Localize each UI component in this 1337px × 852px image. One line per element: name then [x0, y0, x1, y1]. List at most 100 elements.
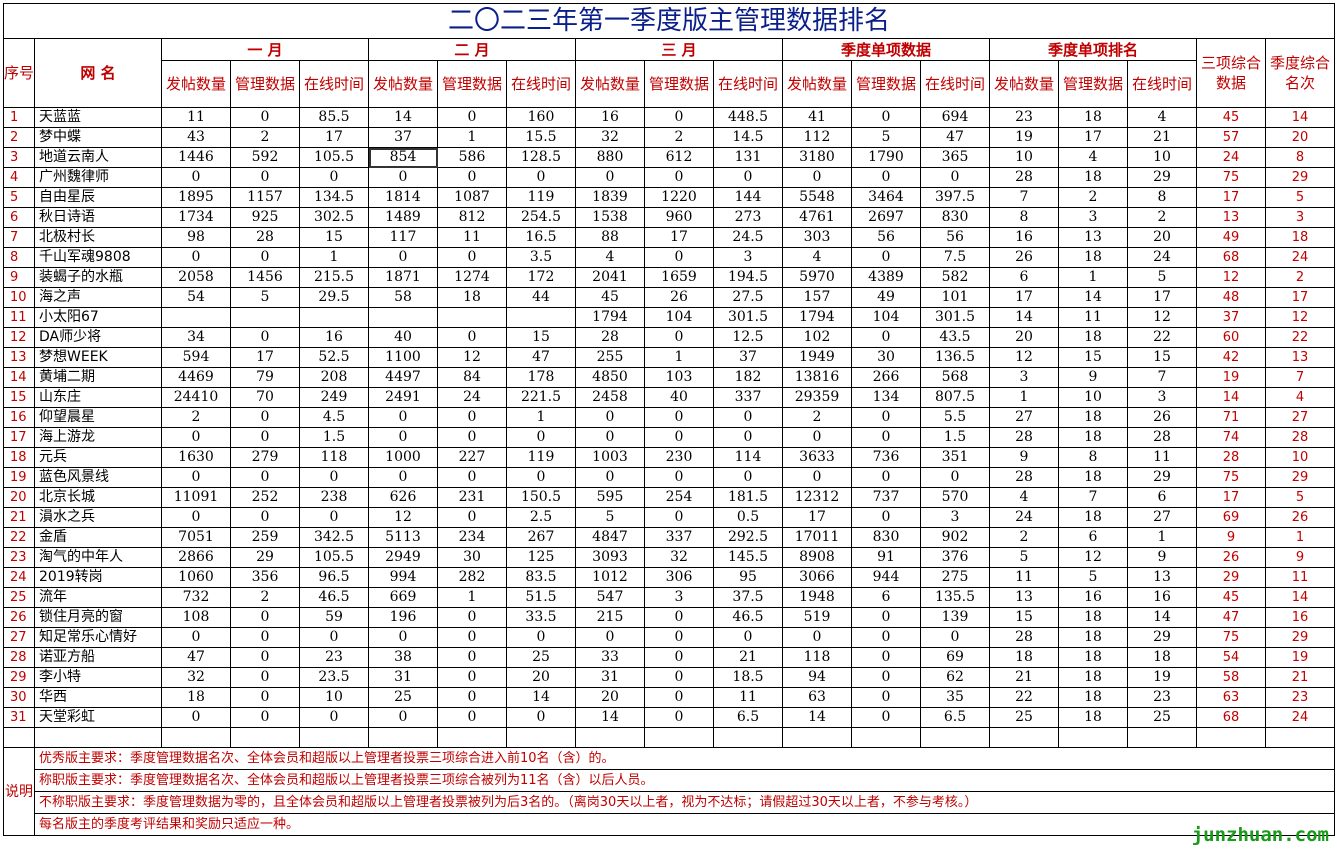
data-cell[interactable]: 4: [782, 247, 852, 268]
data-cell[interactable]: 0: [368, 467, 438, 488]
data-cell[interactable]: 114: [713, 447, 783, 468]
season-rank-cell[interactable]: 16: [1264, 607, 1336, 628]
moderator-name[interactable]: 金盾: [34, 527, 162, 548]
data-cell[interactable]: 2949: [368, 547, 438, 568]
data-cell[interactable]: 43.5: [920, 327, 990, 348]
season-rank-cell[interactable]: 23: [1264, 687, 1336, 708]
composite-cell[interactable]: 26: [1196, 547, 1266, 568]
data-cell[interactable]: 25: [1127, 707, 1197, 728]
data-cell[interactable]: 0: [851, 707, 921, 728]
data-cell[interactable]: 8: [989, 207, 1059, 228]
data-cell[interactable]: 0: [299, 167, 369, 188]
data-cell[interactable]: 0: [575, 407, 645, 428]
data-cell[interactable]: 5113: [368, 527, 438, 548]
data-cell[interactable]: 117: [368, 227, 438, 248]
data-cell[interactable]: 0: [575, 627, 645, 648]
data-cell[interactable]: 1003: [575, 447, 645, 468]
data-cell[interactable]: 0: [575, 427, 645, 448]
data-cell[interactable]: 5: [575, 507, 645, 528]
data-cell[interactable]: 6: [1127, 487, 1197, 508]
data-cell[interactable]: 302.5: [299, 207, 369, 228]
data-cell[interactable]: 181.5: [713, 487, 783, 508]
composite-cell[interactable]: 60: [1196, 327, 1266, 348]
empty-cell[interactable]: [644, 727, 714, 748]
data-cell[interactable]: 18: [1058, 687, 1128, 708]
empty-cell[interactable]: [989, 727, 1059, 748]
moderator-name[interactable]: 自由星辰: [34, 187, 162, 208]
data-cell[interactable]: 1: [1058, 267, 1128, 288]
data-cell[interactable]: 5548: [782, 187, 852, 208]
data-cell[interactable]: 1871: [368, 267, 438, 288]
data-cell[interactable]: 4: [575, 247, 645, 268]
data-cell[interactable]: 0: [644, 327, 714, 348]
data-cell[interactable]: 830: [920, 207, 990, 228]
empty-cell[interactable]: [782, 727, 852, 748]
data-cell[interactable]: 105.5: [299, 547, 369, 568]
data-cell[interactable]: 0: [437, 707, 507, 728]
data-cell[interactable]: 0: [713, 427, 783, 448]
data-cell[interactable]: 1734: [161, 207, 231, 228]
data-cell[interactable]: 11: [1058, 307, 1128, 328]
data-cell[interactable]: 79: [230, 367, 300, 388]
data-cell[interactable]: 17: [1127, 287, 1197, 308]
data-cell[interactable]: 694: [920, 107, 990, 128]
composite-cell[interactable]: 69: [1196, 507, 1266, 528]
data-cell[interactable]: 18: [1058, 327, 1128, 348]
row-index[interactable]: 12: [3, 327, 35, 348]
data-cell[interactable]: 18: [1058, 247, 1128, 268]
data-cell[interactable]: 0: [644, 467, 714, 488]
data-cell[interactable]: 27.5: [713, 287, 783, 308]
moderator-name[interactable]: 装蝎子的水瓶: [34, 267, 162, 288]
row-index[interactable]: 25: [3, 587, 35, 608]
data-cell[interactable]: 0: [437, 467, 507, 488]
row-index[interactable]: 8: [3, 247, 35, 268]
row-index[interactable]: 29: [3, 667, 35, 688]
composite-cell[interactable]: 17: [1196, 487, 1266, 508]
data-cell[interactable]: 0: [644, 667, 714, 688]
composite-cell[interactable]: 47: [1196, 607, 1266, 628]
data-cell[interactable]: 1794: [575, 307, 645, 328]
data-cell[interactable]: 125: [506, 547, 576, 568]
data-cell[interactable]: 337: [713, 387, 783, 408]
data-cell[interactable]: 586: [437, 147, 507, 168]
composite-cell[interactable]: 54: [1196, 647, 1266, 668]
data-cell[interactable]: 0: [851, 507, 921, 528]
data-cell[interactable]: 208: [299, 367, 369, 388]
composite-cell[interactable]: 71: [1196, 407, 1266, 428]
data-cell[interactable]: 397.5: [920, 187, 990, 208]
data-cell[interactable]: 1: [437, 587, 507, 608]
data-cell[interactable]: 70: [230, 387, 300, 408]
season-rank-cell[interactable]: 27: [1264, 407, 1336, 428]
season-rank-cell[interactable]: 4: [1264, 387, 1336, 408]
season-rank-cell[interactable]: 19: [1264, 647, 1336, 668]
moderator-name[interactable]: 淘气的中年人: [34, 547, 162, 568]
data-cell[interactable]: 15: [1127, 347, 1197, 368]
data-cell[interactable]: 17: [1058, 127, 1128, 148]
composite-cell[interactable]: 75: [1196, 167, 1266, 188]
row-index[interactable]: 13: [3, 347, 35, 368]
data-cell[interactable]: 2: [1127, 207, 1197, 228]
data-cell[interactable]: 273: [713, 207, 783, 228]
season-rank-cell[interactable]: 10: [1264, 447, 1336, 468]
data-cell[interactable]: 32: [644, 547, 714, 568]
data-cell[interactable]: 0: [851, 607, 921, 628]
data-cell[interactable]: 28: [989, 427, 1059, 448]
data-cell[interactable]: 0: [230, 427, 300, 448]
composite-cell[interactable]: 9: [1196, 527, 1266, 548]
data-cell[interactable]: 4389: [851, 267, 921, 288]
data-cell[interactable]: 37: [713, 347, 783, 368]
data-cell[interactable]: 301.5: [920, 307, 990, 328]
data-cell[interactable]: 23: [989, 107, 1059, 128]
row-index[interactable]: 24: [3, 567, 35, 588]
moderator-name[interactable]: DA师少将: [34, 327, 162, 348]
data-cell[interactable]: 1456: [230, 267, 300, 288]
data-cell[interactable]: 0: [161, 427, 231, 448]
data-cell[interactable]: 54: [161, 287, 231, 308]
data-cell[interactable]: 0: [713, 167, 783, 188]
data-cell[interactable]: 0: [437, 407, 507, 428]
data-cell[interactable]: 15: [299, 227, 369, 248]
data-cell[interactable]: 8908: [782, 547, 852, 568]
composite-cell[interactable]: 14: [1196, 387, 1266, 408]
data-cell[interactable]: 14: [989, 307, 1059, 328]
moderator-name[interactable]: 海上游龙: [34, 427, 162, 448]
